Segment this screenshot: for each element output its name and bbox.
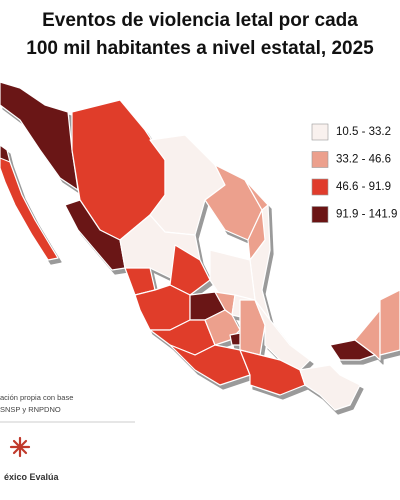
state bbox=[354, 309, 381, 361]
source-line: SNSP y RNPDNO bbox=[0, 405, 61, 414]
legend-label: 33.2 - 46.6 bbox=[336, 154, 391, 166]
state bbox=[0, 149, 59, 261]
title-line: Eventos de violencia letal por cada bbox=[42, 10, 358, 31]
title-line: 100 mil habitantes a nivel estatal, 2025 bbox=[26, 38, 374, 59]
legend: 10.5 - 33.2 33.2 - 46.6 46.6 - 91.9 91.9 - … bbox=[311, 123, 397, 223]
legend-label: 10.5 - 33.2 bbox=[336, 126, 391, 138]
legend-swatch bbox=[311, 151, 329, 168]
state bbox=[299, 364, 361, 411]
state bbox=[329, 339, 376, 361]
legend-label: 91.9 - 141.9 bbox=[336, 209, 397, 221]
state bbox=[0, 144, 11, 163]
source-line: ación propia con base bbox=[0, 393, 73, 402]
logo-text: éxico Evalúa bbox=[4, 472, 60, 482]
legend-label: 46.6 - 91.9 bbox=[336, 181, 391, 193]
state bbox=[64, 199, 126, 271]
legend-swatch bbox=[311, 123, 329, 141]
state bbox=[169, 344, 251, 386]
map bbox=[0, 81, 400, 411]
state bbox=[169, 244, 211, 296]
state bbox=[379, 289, 400, 356]
legend-swatch bbox=[311, 178, 329, 196]
logo-icon bbox=[9, 436, 31, 458]
legend-swatch bbox=[311, 206, 329, 223]
